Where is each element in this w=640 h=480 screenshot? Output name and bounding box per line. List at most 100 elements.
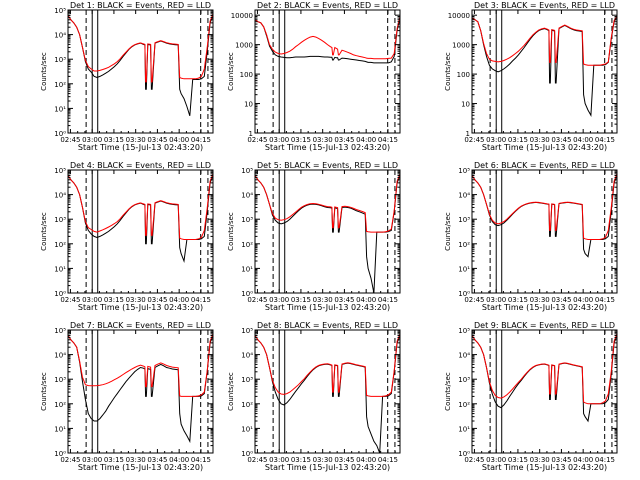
- chart-title: Det 4: BLACK = Events, RED = LLD: [70, 161, 211, 170]
- y-tick-label: 10⁵: [241, 167, 253, 175]
- series-line-events: [472, 335, 617, 423]
- y-tick-label: 10²: [458, 401, 470, 409]
- y-tick-label: 10⁴: [54, 352, 66, 360]
- y-tick-label: 10⁵: [458, 327, 470, 335]
- x-tick-label: 03:00: [486, 456, 506, 464]
- x-axis-label: Start Time (15-Jul-13 02:43:20): [482, 463, 607, 472]
- x-tick-label: 03:30: [530, 136, 550, 144]
- y-tick-label: 10²: [54, 81, 66, 89]
- y-tick-label: 10³: [241, 376, 253, 384]
- x-tick-label: 02:45: [464, 136, 484, 144]
- x-tick-label: 03:00: [82, 456, 102, 464]
- y-tick-label: 10000: [231, 12, 253, 20]
- y-tick-label: 10⁰: [54, 130, 66, 138]
- y-tick-label: 10⁰: [458, 290, 470, 298]
- y-tick-label: 10⁴: [458, 192, 470, 200]
- series-line-events: [472, 175, 617, 258]
- series-line-events: [68, 15, 213, 116]
- x-tick-label: 03:30: [313, 136, 333, 144]
- series-line-events: [68, 175, 213, 263]
- y-tick-label: 10000: [448, 12, 470, 20]
- series-line-lld: [472, 173, 617, 240]
- y-tick-label: 10¹: [241, 425, 253, 433]
- plot-frame: [254, 9, 401, 134]
- x-tick-label: 03:15: [104, 456, 124, 464]
- y-tick-label: 10²: [54, 401, 66, 409]
- x-tick-label: 03:15: [291, 136, 311, 144]
- x-tick-label: 03:15: [508, 136, 528, 144]
- x-tick-label: 04:15: [191, 456, 211, 464]
- chart-title: Det 8: BLACK = Events, RED = LLD: [257, 321, 398, 330]
- y-tick-label: 10¹: [54, 265, 66, 273]
- x-tick-label: 04:15: [378, 136, 398, 144]
- series-line-lld: [255, 16, 400, 60]
- plot-frame: [471, 169, 618, 294]
- chart-title: Det 2: BLACK = Events, RED = LLD: [257, 1, 398, 10]
- x-tick-label: 03:45: [551, 456, 571, 464]
- x-tick-label: 03:30: [126, 456, 146, 464]
- x-tick-label: 03:00: [486, 136, 506, 144]
- y-tick-label: 100: [457, 71, 470, 79]
- series-line-lld: [472, 333, 617, 405]
- y-tick-label: 10³: [54, 56, 66, 64]
- x-tick-label: 03:45: [147, 456, 167, 464]
- chart-title: Det 9: BLACK = Events, RED = LLD: [474, 321, 615, 330]
- x-tick-label: 03:30: [530, 456, 550, 464]
- x-tick-label: 03:15: [291, 456, 311, 464]
- x-tick-label: 04:00: [169, 456, 189, 464]
- x-tick-label: 04:15: [378, 296, 398, 304]
- y-tick-label: 10²: [458, 241, 470, 249]
- x-axis-label: Start Time (15-Jul-13 02:43:20): [265, 463, 390, 472]
- x-tick-label: 03:00: [269, 296, 289, 304]
- x-tick-label: 03:45: [147, 296, 167, 304]
- x-tick-label: 03:00: [486, 296, 506, 304]
- plot-frame: [67, 9, 214, 134]
- x-tick-label: 02:45: [60, 136, 80, 144]
- y-tick-label: 10³: [458, 216, 470, 224]
- y-tick-label: 10²: [241, 401, 253, 409]
- y-tick-label: 10⁵: [458, 167, 470, 175]
- x-axis-label: Start Time (15-Jul-13 02:43:20): [482, 143, 607, 152]
- x-tick-label: 03:15: [508, 456, 528, 464]
- y-tick-label: 100: [240, 71, 253, 79]
- y-axis-label: Counts/sec: [40, 52, 48, 91]
- x-tick-label: 04:15: [595, 136, 615, 144]
- y-axis-label: Counts/sec: [444, 212, 452, 251]
- y-tick-label: 10⁵: [54, 7, 66, 15]
- x-tick-label: 02:45: [247, 456, 267, 464]
- x-tick-label: 03:45: [334, 296, 354, 304]
- x-axis-label: Start Time (15-Jul-13 02:43:20): [78, 143, 203, 152]
- chart-title: Det 3: BLACK = Events, RED = LLD: [474, 1, 615, 10]
- x-tick-label: 03:45: [334, 136, 354, 144]
- x-tick-label: 03:30: [126, 136, 146, 144]
- y-tick-label: 10⁴: [54, 32, 66, 40]
- x-tick-label: 03:30: [313, 296, 333, 304]
- chart-title: Det 7: BLACK = Events, RED = LLD: [70, 321, 211, 330]
- y-tick-label: 10³: [241, 216, 253, 224]
- x-tick-label: 03:45: [147, 136, 167, 144]
- x-tick-label: 02:45: [464, 296, 484, 304]
- x-tick-label: 04:15: [191, 296, 211, 304]
- y-tick-label: 10⁰: [458, 450, 470, 458]
- series-line-lld: [68, 333, 213, 397]
- y-tick-label: 10³: [54, 216, 66, 224]
- x-tick-label: 03:45: [551, 136, 571, 144]
- series-line-lld: [255, 173, 400, 233]
- series-line-lld: [472, 15, 617, 66]
- x-tick-label: 03:15: [291, 296, 311, 304]
- x-axis-label: Start Time (15-Jul-13 02:43:20): [265, 143, 390, 152]
- x-tick-label: 04:00: [573, 456, 593, 464]
- y-tick-label: 10⁵: [54, 167, 66, 175]
- y-tick-label: 10⁰: [54, 290, 66, 298]
- x-tick-label: 04:15: [595, 456, 615, 464]
- x-tick-label: 04:00: [573, 296, 593, 304]
- x-tick-label: 04:15: [595, 296, 615, 304]
- x-tick-label: 04:00: [356, 136, 376, 144]
- y-tick-label: 10¹: [241, 265, 253, 273]
- plot-frame: [254, 169, 401, 294]
